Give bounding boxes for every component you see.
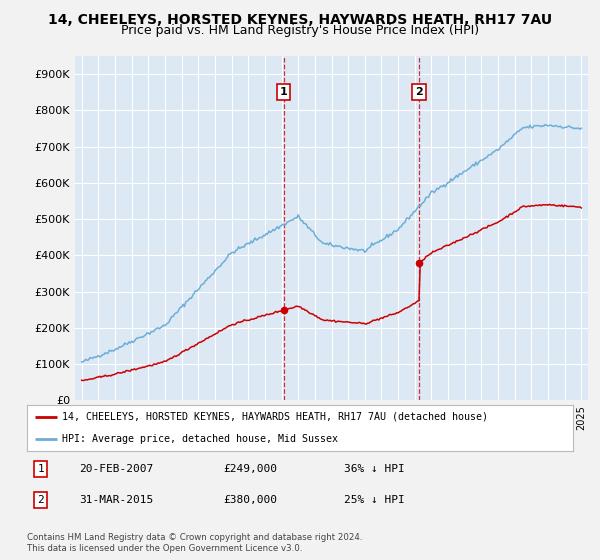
Text: 2: 2 bbox=[415, 87, 423, 97]
Text: 36% ↓ HPI: 36% ↓ HPI bbox=[344, 464, 404, 474]
Text: 25% ↓ HPI: 25% ↓ HPI bbox=[344, 494, 404, 505]
Text: Contains HM Land Registry data © Crown copyright and database right 2024.
This d: Contains HM Land Registry data © Crown c… bbox=[27, 534, 362, 553]
Text: £249,000: £249,000 bbox=[224, 464, 278, 474]
Text: 14, CHEELEYS, HORSTED KEYNES, HAYWARDS HEATH, RH17 7AU: 14, CHEELEYS, HORSTED KEYNES, HAYWARDS H… bbox=[48, 13, 552, 27]
Text: £380,000: £380,000 bbox=[224, 494, 278, 505]
Text: 1: 1 bbox=[37, 464, 44, 474]
Text: Price paid vs. HM Land Registry's House Price Index (HPI): Price paid vs. HM Land Registry's House … bbox=[121, 24, 479, 38]
Text: 2: 2 bbox=[37, 494, 44, 505]
Text: 20-FEB-2007: 20-FEB-2007 bbox=[79, 464, 153, 474]
Text: 1: 1 bbox=[280, 87, 287, 97]
Text: HPI: Average price, detached house, Mid Sussex: HPI: Average price, detached house, Mid … bbox=[62, 434, 338, 444]
Text: 14, CHEELEYS, HORSTED KEYNES, HAYWARDS HEATH, RH17 7AU (detached house): 14, CHEELEYS, HORSTED KEYNES, HAYWARDS H… bbox=[62, 412, 488, 422]
Text: 31-MAR-2015: 31-MAR-2015 bbox=[79, 494, 153, 505]
